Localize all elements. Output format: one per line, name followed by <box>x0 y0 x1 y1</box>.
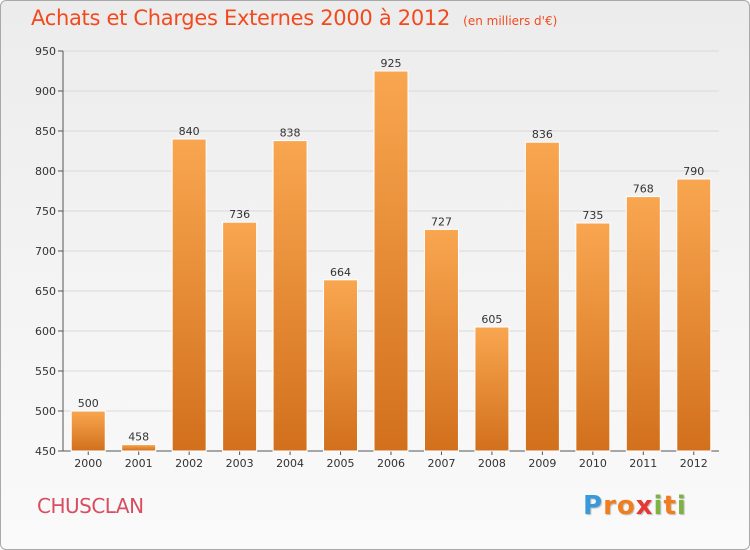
value-label-2003: 736 <box>229 208 250 221</box>
bar-2011 <box>625 196 661 452</box>
value-label-2002: 840 <box>179 125 200 138</box>
bar-2010 <box>575 222 611 452</box>
y-tick-label: 600 <box>35 325 56 338</box>
bar-2003 <box>222 221 258 452</box>
x-tick-label-2012: 2012 <box>680 457 708 470</box>
bar-2012 <box>676 178 712 452</box>
value-label-2008: 605 <box>481 313 502 326</box>
chart-title-block: Achats et Charges Externes 2000 à 2012 (… <box>31 6 557 30</box>
logo-letter: i <box>676 491 687 521</box>
x-tick-label-2003: 2003 <box>226 457 254 470</box>
y-tick-label: 900 <box>35 85 56 98</box>
x-tick-label-2001: 2001 <box>125 457 153 470</box>
value-label-2012: 790 <box>683 165 704 178</box>
value-label-2004: 838 <box>280 127 301 140</box>
y-tick-label: 950 <box>35 45 56 58</box>
y-tick-label: 450 <box>35 445 56 458</box>
x-tick-label-2009: 2009 <box>528 457 556 470</box>
bar-2002 <box>171 138 207 452</box>
x-tick-label-2007: 2007 <box>427 457 455 470</box>
y-tick-label: 550 <box>35 365 56 378</box>
bar-2004 <box>272 140 308 452</box>
y-tick-label: 650 <box>35 285 56 298</box>
y-tick-label: 500 <box>35 405 56 418</box>
logo-letter: i <box>653 491 664 521</box>
bar-2008 <box>474 326 510 452</box>
x-tick-label-2010: 2010 <box>579 457 607 470</box>
bar-2009 <box>524 141 560 452</box>
logo-letter: r <box>603 491 617 521</box>
bars <box>70 70 712 452</box>
y-tick-label: 850 <box>35 125 56 138</box>
x-tick-label-2002: 2002 <box>175 457 203 470</box>
chart-title: Achats et Charges Externes 2000 à 2012 <box>31 6 451 30</box>
value-label-2001: 458 <box>128 431 149 444</box>
y-tick-label: 750 <box>35 205 56 218</box>
value-label-2000: 500 <box>78 397 99 410</box>
x-tick-label-2006: 2006 <box>377 457 405 470</box>
bar-2007 <box>423 228 459 452</box>
value-label-2006: 925 <box>381 57 402 70</box>
value-label-2010: 735 <box>582 209 603 222</box>
commune-name: CHUSCLAN <box>37 494 144 518</box>
x-tick-label-2000: 2000 <box>74 457 102 470</box>
x-tick-label-2004: 2004 <box>276 457 304 470</box>
value-label-2005: 664 <box>330 266 351 279</box>
bar-2001 <box>121 444 157 452</box>
value-label-2009: 836 <box>532 128 553 141</box>
bar-2000 <box>70 410 106 452</box>
logo-letter: o <box>616 491 636 521</box>
chart-subtitle: (en milliers d'€) <box>463 14 558 28</box>
bar-2006 <box>373 70 409 452</box>
x-tick-label-2011: 2011 <box>629 457 657 470</box>
y-tick-label: 800 <box>35 165 56 178</box>
tick-labels: 450 500 550 600 650 700 750 800 850 900 950 2000 200… <box>35 45 708 470</box>
x-tick-label-2005: 2005 <box>327 457 355 470</box>
value-labels: 500 458 840 736 838 664 925 727 605 836 735 768 790 <box>78 57 705 444</box>
logo-letter: t <box>663 491 677 521</box>
x-tick-label-2008: 2008 <box>478 457 506 470</box>
value-label-2007: 727 <box>431 215 452 228</box>
logo-letter: x <box>635 491 654 521</box>
bar-2005 <box>323 279 359 452</box>
logo-letter: P <box>583 491 604 521</box>
y-tick-label: 700 <box>35 245 56 258</box>
proxiti-logo: Proxiti <box>583 491 687 521</box>
value-label-2011: 768 <box>633 183 654 196</box>
